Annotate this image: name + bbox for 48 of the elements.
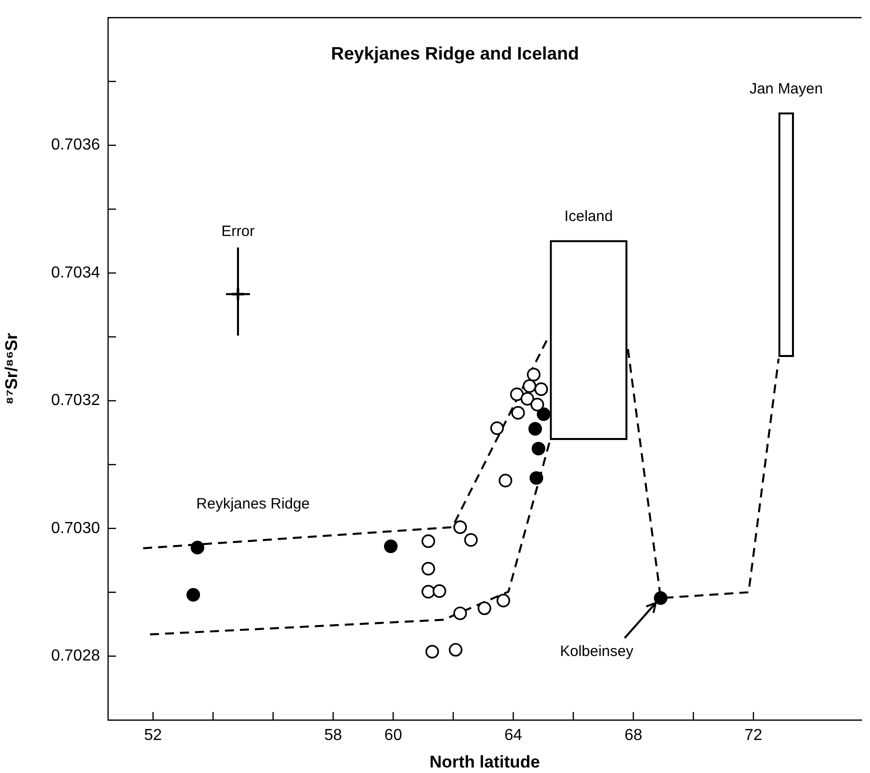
point xyxy=(422,562,436,576)
point xyxy=(498,474,512,488)
point xyxy=(532,442,546,456)
y-axis-title: ⁸⁷Sr/⁸⁶Sr xyxy=(2,332,21,405)
point xyxy=(464,533,478,547)
point xyxy=(510,388,524,402)
text: Reykjanes Ridge and Iceland xyxy=(330,44,580,64)
point xyxy=(496,594,510,608)
point xyxy=(186,588,200,602)
y-tick-label: 0.7028 xyxy=(51,648,100,665)
annotation: Kolbeinsey xyxy=(560,643,634,660)
point xyxy=(422,584,436,598)
point xyxy=(422,534,436,548)
point xyxy=(528,422,542,436)
x-axis-title: North latitude xyxy=(430,752,540,772)
series-label: Jan Mayen xyxy=(749,80,823,98)
y-tick-label: 0.7032 xyxy=(51,392,100,410)
x-tick-label: 60 xyxy=(384,727,402,744)
point xyxy=(520,392,534,406)
point xyxy=(530,398,544,412)
x-tick-label: 72 xyxy=(744,727,762,744)
point xyxy=(453,606,467,620)
x-tick-label: 64 xyxy=(504,727,522,744)
x-tick-label: 68 xyxy=(624,727,642,744)
point xyxy=(448,642,462,657)
point xyxy=(522,379,536,393)
point xyxy=(526,368,540,382)
point xyxy=(453,520,467,534)
y-tick-label: 0.7034 xyxy=(51,264,100,282)
point xyxy=(511,406,525,420)
point xyxy=(190,540,204,554)
point xyxy=(530,471,544,485)
y-tick-label: 0.7036 xyxy=(51,136,100,154)
point xyxy=(432,584,446,598)
point xyxy=(230,286,246,302)
point xyxy=(490,421,504,435)
series-label: Iceland xyxy=(564,208,613,226)
point xyxy=(478,601,492,616)
y-tick-label: 0.7030 xyxy=(51,520,100,537)
point xyxy=(654,591,668,605)
x-tick-label: 58 xyxy=(324,727,342,744)
x-tick-label: 52 xyxy=(144,727,162,744)
annotation: Reykjanes Ridge xyxy=(196,496,310,513)
annotation: Error xyxy=(221,223,255,240)
point xyxy=(425,644,440,658)
point xyxy=(536,407,550,421)
point xyxy=(534,382,548,396)
point xyxy=(384,540,398,554)
